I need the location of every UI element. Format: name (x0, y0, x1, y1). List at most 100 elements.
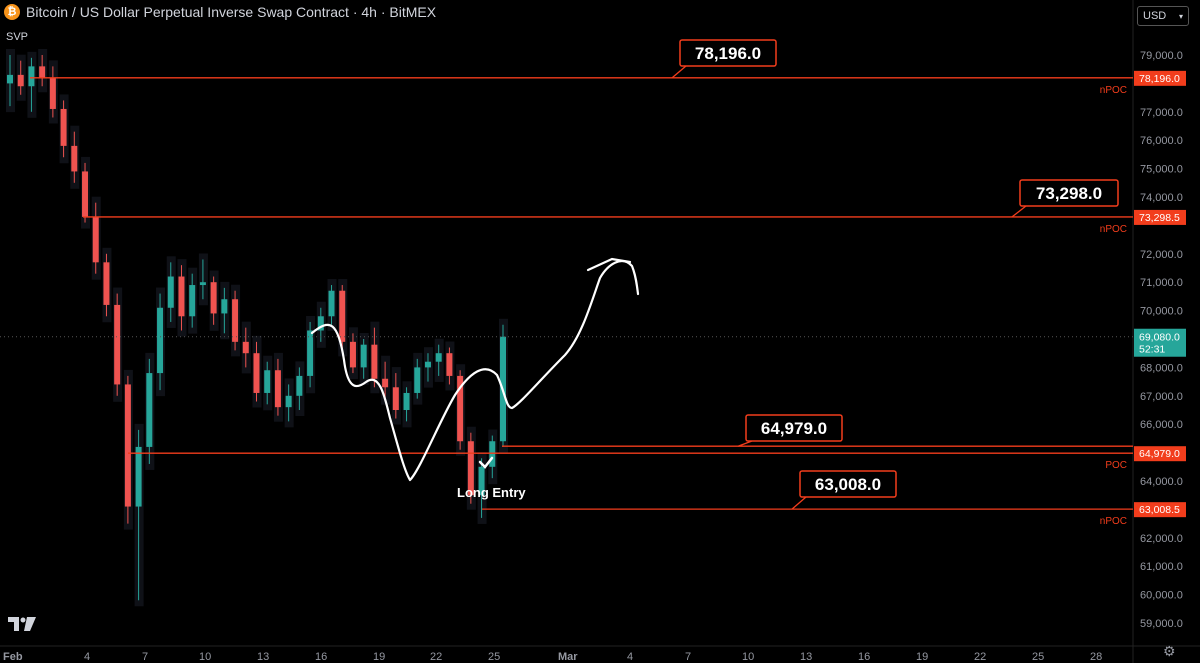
price-callout-box[interactable] (679, 39, 777, 67)
price-callout-box[interactable] (1019, 179, 1119, 207)
candle (434, 338, 444, 382)
price-tick-label: 71,000.0 (1140, 277, 1183, 289)
time-tick-label: 25 (488, 651, 500, 663)
time-tick-label: 16 (315, 651, 327, 663)
price-callout-label: 63,008.0 (815, 475, 881, 494)
candles-layer (6, 49, 508, 607)
callout-pointer (737, 440, 753, 447)
price-callout-box[interactable] (799, 470, 897, 498)
current-price-tag (1134, 328, 1186, 357)
candle (413, 352, 423, 405)
candle (306, 315, 316, 394)
candle (327, 279, 337, 331)
bar-countdown-label: 52:31 (1139, 344, 1165, 356)
candle (156, 287, 166, 397)
price-tick-label: 70,000.0 (1140, 306, 1183, 318)
candle (6, 49, 15, 113)
time-tick-label: 19 (373, 651, 385, 663)
candle (423, 347, 433, 388)
candle (145, 352, 155, 470)
poc-tag: nPOC (1100, 516, 1127, 527)
candle (445, 341, 455, 391)
candle (241, 321, 251, 374)
price-callout-box[interactable] (745, 414, 843, 442)
price-level-tag-label: 73,298.5 (1139, 212, 1180, 224)
time-tick-label: 25 (1032, 651, 1044, 663)
candle (209, 270, 219, 331)
candle (359, 333, 369, 385)
time-tick-label: 19 (916, 651, 928, 663)
poc-tag: nPOC (1100, 85, 1127, 96)
time-tick-label: 10 (742, 651, 754, 663)
candle (381, 355, 391, 405)
candle (456, 364, 466, 456)
time-tick-label: Feb (3, 651, 23, 663)
candle (113, 287, 123, 402)
candle (177, 259, 187, 337)
time-tick-label: 4 (627, 651, 633, 663)
currency-value: USD (1143, 10, 1167, 22)
price-tick-label: 59,000.0 (1140, 618, 1183, 630)
price-tick-label: 76,000.0 (1140, 135, 1183, 147)
candle (252, 335, 262, 408)
callout-pointer (1011, 205, 1027, 218)
candle (134, 423, 144, 607)
price-level-tag-label: 64,979.0 (1139, 448, 1180, 460)
candle (102, 247, 112, 323)
candle (48, 60, 58, 124)
candle (488, 429, 498, 485)
entry-check-icon (478, 456, 494, 469)
candle (316, 301, 326, 348)
candle (198, 253, 208, 306)
price-callout-label: 64,979.0 (761, 419, 827, 438)
gear-icon[interactable]: ⚙ (1163, 643, 1176, 659)
price-tick-label: 66,000.0 (1140, 419, 1183, 431)
price-axis[interactable]: 79,000.0 77,000.0 76,000.0 75,000.0 74,000.0… (1140, 50, 1183, 630)
candle (220, 281, 230, 340)
candle (81, 156, 91, 229)
price-level-tag-label: 78,196.0 (1139, 73, 1180, 85)
chevron-down-icon: ▾ (1178, 11, 1183, 21)
time-tick-label: 7 (142, 651, 148, 663)
levels-layer: 78,196.0 73,298.0 64,979.0 63,008.0 (0, 39, 1133, 510)
price-level-tag (1134, 446, 1186, 462)
candle (166, 256, 176, 328)
time-tick-label: 28 (1090, 651, 1102, 663)
bitcoin-icon: ₿ (4, 4, 20, 20)
price-level-tag-label: 63,008.5 (1139, 504, 1180, 516)
candle (27, 51, 37, 118)
time-tick-label: 7 (685, 651, 691, 663)
price-level-tag (1134, 209, 1186, 225)
candle (348, 327, 358, 380)
time-tick-label: 13 (800, 651, 812, 663)
candle (370, 321, 380, 394)
price-tick-label: 68,000.0 (1140, 362, 1183, 374)
time-axis[interactable]: Feb 4 7 10 13 16 19 22 25 Mar 4 7 10 13 16 19 22 25 28 (3, 651, 1102, 663)
price-tick-label: 64,000.0 (1140, 476, 1183, 488)
currency-selector[interactable]: USD ▾ (1137, 6, 1189, 26)
candle (188, 267, 198, 334)
long-entry-label: Long Entry (457, 485, 526, 500)
symbol-title: Bitcoin / US Dollar Perpetual Inverse Sw… (26, 4, 437, 20)
current-price-label: 69,080.0 (1139, 332, 1180, 344)
callout-pointer (671, 65, 687, 79)
time-tick-label: 22 (974, 651, 986, 663)
candle (91, 196, 101, 280)
price-tick-label: 60,000.0 (1140, 590, 1183, 602)
candle (273, 352, 283, 422)
time-tick-label: 4 (84, 651, 90, 663)
price-level-tag (1134, 502, 1186, 518)
price-tick-label: 72,000.0 (1140, 249, 1183, 261)
candle (231, 284, 241, 357)
price-tick-label: 77,000.0 (1140, 107, 1183, 119)
time-tick-label: Mar (558, 651, 578, 663)
time-tick-label: 13 (257, 651, 269, 663)
tradingview-logo[interactable] (8, 617, 36, 636)
price-tick-label: 62,000.0 (1140, 533, 1183, 545)
candle (402, 381, 412, 428)
time-tick-label: 22 (430, 651, 442, 663)
symbol-header[interactable]: ₿ Bitcoin / US Dollar Perpetual Inverse … (4, 4, 436, 20)
projection-arrowhead (586, 257, 632, 272)
svp-indicator-label[interactable]: SVP (6, 31, 29, 43)
